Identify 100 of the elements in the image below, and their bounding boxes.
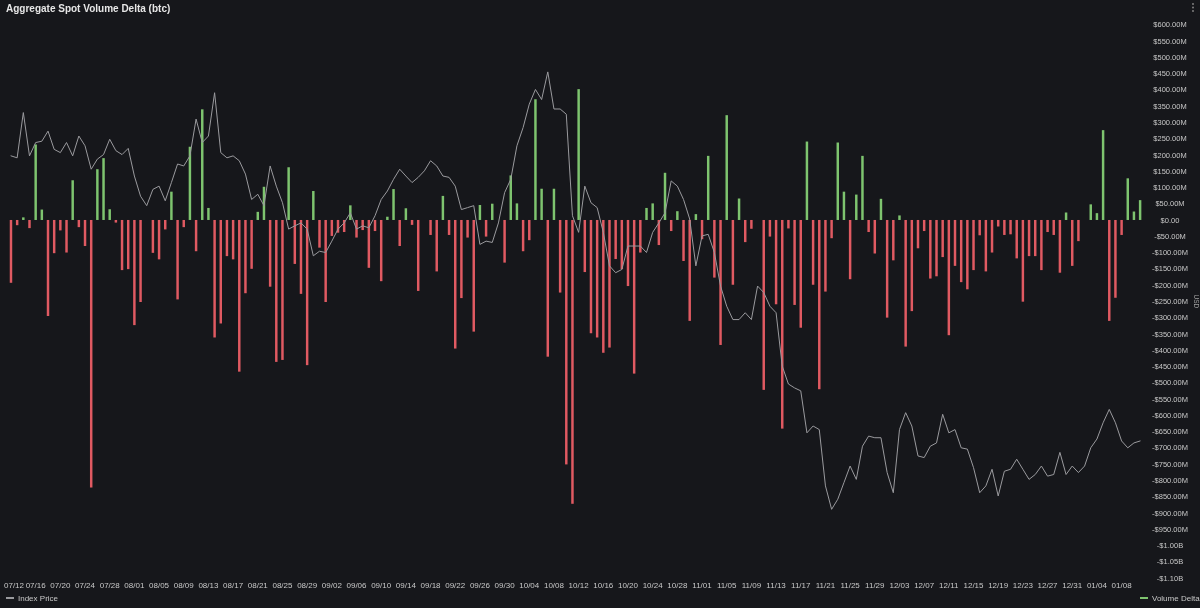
bar [139, 219, 142, 302]
x-tick-label: 11/13 [766, 581, 787, 590]
bar [1040, 219, 1043, 271]
bar [855, 194, 858, 220]
x-tick-label: 11/05 [717, 581, 737, 590]
bar [318, 219, 321, 248]
x-tick-label: 11/01 [692, 581, 713, 590]
bar [281, 219, 284, 360]
legend-label: Index Price [18, 593, 59, 603]
x-tick-label: 11/25 [840, 581, 861, 590]
x-tick-label: 09/02 [321, 581, 343, 590]
bar [941, 219, 944, 258]
bar [972, 219, 975, 271]
x-tick-label: 07/12 [3, 581, 25, 590]
x-tick-label: 12/11 [939, 581, 960, 590]
x-tick-label: 08/01 [124, 581, 145, 590]
bar [892, 219, 895, 261]
bar [602, 219, 605, 353]
bar [1046, 219, 1049, 233]
bar [1009, 219, 1012, 235]
x-tick-label: 12/03 [889, 581, 911, 590]
x-tick-label: 08/17 [223, 581, 244, 590]
x-tick-label: 09/22 [445, 581, 466, 590]
x-tick-label: 08/05 [149, 581, 170, 590]
x-tick-label: 09/06 [346, 581, 368, 590]
bar [1077, 219, 1080, 242]
bar [312, 191, 315, 220]
x-tick-label: 12/15 [963, 581, 985, 590]
bar [34, 144, 37, 220]
x-tick-label: 12/23 [1012, 581, 1034, 590]
bar [645, 207, 648, 220]
bar [275, 219, 278, 362]
bar [540, 188, 543, 220]
bar [170, 191, 173, 220]
bar [824, 219, 827, 292]
x-tick-label: 10/24 [642, 581, 664, 590]
x-tick-label: 12/19 [988, 581, 1009, 590]
bar [682, 219, 685, 261]
bar [65, 219, 68, 253]
x-tick-label: 09/10 [371, 581, 392, 590]
bar [577, 89, 580, 220]
bar [676, 211, 679, 220]
bar [528, 219, 531, 241]
bar [898, 215, 901, 220]
bar [1114, 219, 1117, 298]
bar [614, 219, 617, 260]
x-tick-label: 08/13 [198, 581, 219, 590]
x-tick-label: 07/16 [25, 581, 47, 590]
bar [935, 219, 938, 277]
line-series [10, 71, 1141, 510]
bar [59, 219, 62, 231]
bar [435, 219, 438, 272]
x-tick-label: 11/29 [865, 581, 886, 590]
bar [22, 217, 25, 220]
x-tick-label: 11/17 [791, 581, 812, 590]
bar [787, 219, 790, 229]
bar [1120, 219, 1123, 235]
x-tick-label: 08/21 [247, 581, 269, 590]
x-tick-label: 10/28 [667, 581, 688, 590]
bar [713, 219, 716, 278]
bar [639, 219, 642, 253]
x-tick-label: 01/04 [1086, 581, 1108, 590]
x-tick-label: 12/07 [914, 581, 935, 590]
bar [565, 219, 568, 465]
bar [1015, 219, 1018, 259]
bar [324, 219, 327, 302]
bar [861, 155, 864, 220]
bar [719, 219, 722, 345]
bar [114, 219, 118, 223]
x-tick-label: 09/14 [395, 581, 417, 590]
x-tick-label: 10/04 [519, 581, 540, 590]
chart-title: Aggregate Spot Volume Delta (btc) [6, 3, 171, 14]
bar [133, 219, 136, 326]
bar [238, 219, 241, 372]
bar [102, 158, 105, 220]
bar [750, 219, 753, 229]
x-tick-label: 09/26 [469, 581, 491, 590]
bar [466, 219, 469, 238]
bar [503, 219, 506, 263]
bar [213, 219, 216, 338]
bar [929, 219, 932, 279]
bar [71, 180, 74, 220]
bar [429, 219, 432, 235]
x-tick-label: 08/29 [297, 581, 318, 590]
bar [651, 203, 654, 220]
bar [28, 219, 31, 229]
bar [176, 219, 179, 300]
x-tick-label: 12/31 [1062, 581, 1083, 590]
x-tick-label: 07/28 [99, 581, 121, 590]
x-tick-label: 07/24 [75, 581, 96, 590]
bar [688, 219, 691, 321]
bar [830, 219, 833, 239]
bar [287, 167, 290, 220]
legend-label: Volume Delta [1152, 593, 1200, 603]
x-tick-label: 08/09 [173, 581, 195, 590]
bar [793, 219, 796, 305]
bar [392, 189, 395, 220]
bar [818, 219, 821, 390]
x-tick-label: 07/20 [50, 581, 71, 590]
bar [1003, 219, 1006, 235]
